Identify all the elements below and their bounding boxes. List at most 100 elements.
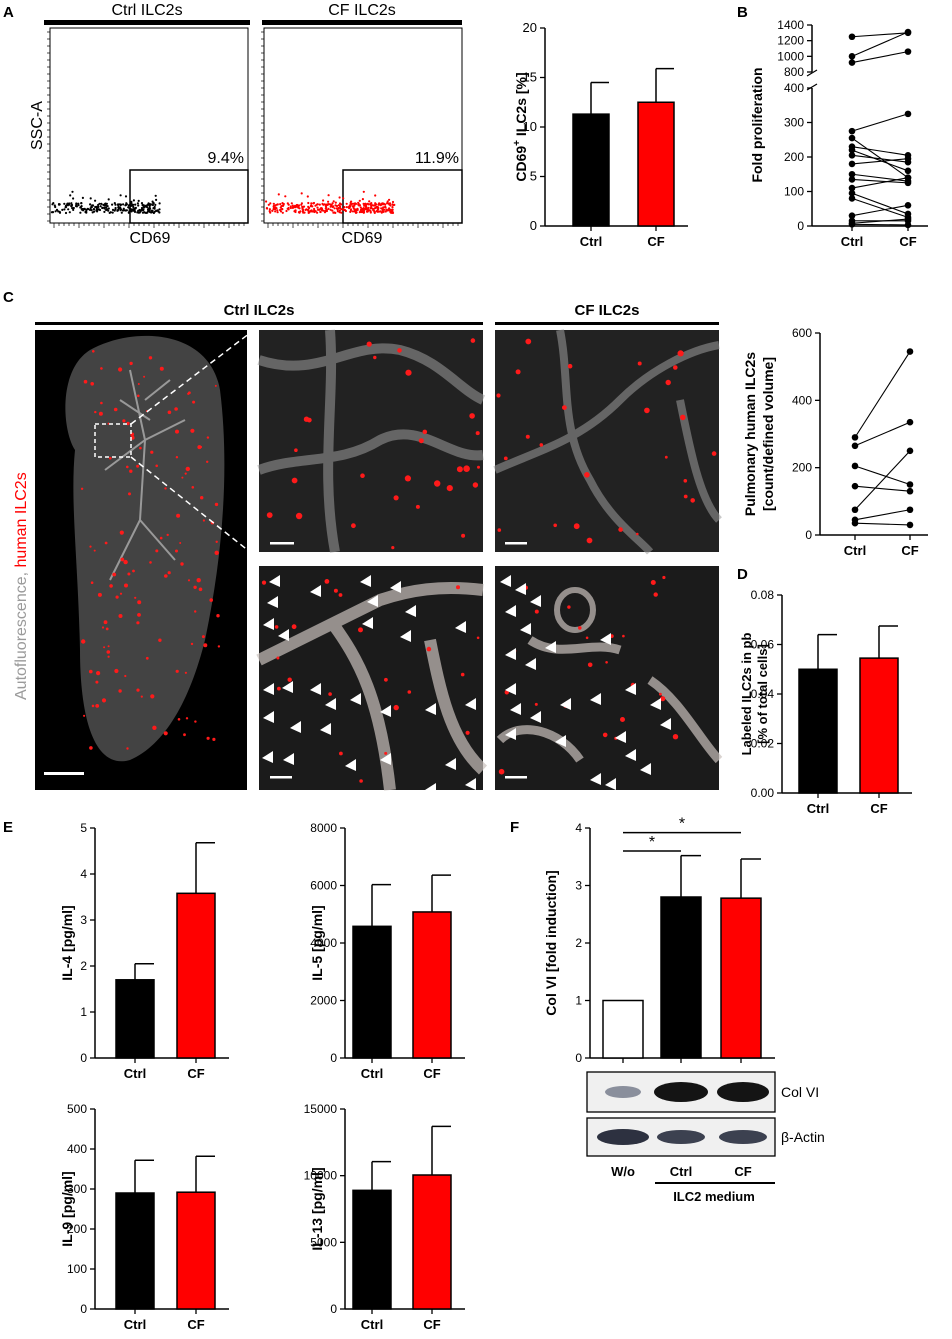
point-ctrl: [848, 212, 856, 219]
event-dot: [80, 202, 83, 205]
event-dot: [103, 210, 106, 213]
x-tick-label: Ctrl: [807, 801, 829, 816]
ilc2-dot: [159, 536, 163, 540]
bar: [859, 657, 899, 794]
arrowhead: [455, 621, 466, 633]
event-dot: [388, 198, 391, 201]
ilc2-dot: [683, 479, 688, 483]
event-dot: [134, 203, 137, 206]
flow-ylabel: SSC-A: [29, 101, 46, 150]
ilc2-dot: [672, 734, 679, 740]
event-dot: [265, 200, 268, 203]
imaging-side-label-gray: Autofluorescence,: [13, 567, 30, 700]
ilc2-dot: [573, 523, 580, 530]
pair-line: [851, 197, 909, 218]
y-tick-label: 0.02: [751, 737, 775, 751]
event-dot: [384, 203, 387, 206]
pair-line: [851, 177, 909, 189]
event-dot: [85, 211, 88, 214]
bar: [412, 911, 452, 1059]
point-ctrl: [851, 442, 859, 450]
event-dot: [81, 196, 84, 199]
y-tick-label: 0: [575, 1051, 582, 1065]
event-dot: [362, 209, 366, 212]
y-tick-label: 0: [80, 1051, 87, 1065]
ilc2-dot: [397, 348, 402, 353]
event-dot: [57, 210, 60, 213]
point-ctrl: [848, 33, 856, 41]
imaging-cf-title: CF ILC2s: [574, 302, 639, 319]
event-dot: [334, 204, 337, 207]
event-dot: [141, 211, 145, 214]
ilc2-dot: [191, 486, 195, 489]
flow-cf-title: CF ILC2s: [328, 2, 396, 19]
ilc2-dot: [105, 627, 109, 631]
event-dot: [276, 203, 279, 206]
event-dot: [156, 209, 159, 212]
ilc2-dot: [119, 592, 123, 595]
event-dot: [68, 211, 71, 214]
ilc2-dot: [472, 482, 479, 488]
bar: [115, 979, 155, 1059]
ilc2-dot: [140, 695, 143, 698]
event-dot: [107, 198, 110, 201]
event-dot: [366, 202, 369, 205]
event-dot: [390, 210, 393, 213]
event-dot: [340, 211, 343, 214]
event-dot: [370, 205, 373, 209]
pair-line: [854, 465, 911, 486]
event-dot: [54, 210, 57, 213]
arrowhead: [505, 683, 516, 695]
point-cf: [904, 179, 912, 187]
event-dot: [127, 211, 130, 214]
event-dot: [282, 204, 285, 207]
ilc2-dot: [366, 341, 372, 347]
ilc2-dot: [360, 473, 365, 479]
event-dot: [327, 207, 330, 210]
flow-cf-gate-percent: 11.9%: [415, 150, 459, 167]
event-dot: [61, 208, 64, 211]
event-dot: [121, 209, 125, 212]
ilc2-dot: [177, 718, 181, 721]
ilc2-dot: [136, 464, 140, 468]
event-dot: [374, 204, 377, 207]
y-tick-label: 1: [80, 1005, 87, 1019]
ilc2-dot: [187, 579, 191, 582]
arrowhead: [660, 718, 671, 730]
event-dot: [301, 206, 304, 209]
event-dot: [376, 208, 379, 212]
ilc2-dot: [463, 465, 470, 473]
event-dot: [117, 203, 120, 206]
ilc2-dot: [91, 704, 95, 708]
event-dot: [327, 194, 330, 197]
micrograph-cf-segmented: [495, 566, 723, 790]
arrowhead: [500, 575, 511, 587]
event-dot: [324, 205, 327, 208]
event-dot: [384, 210, 387, 213]
event-dot: [140, 206, 144, 210]
y-axis-label: IL-5 [pg/ml]: [309, 905, 325, 980]
event-dot: [318, 208, 321, 211]
event-dot: [150, 211, 153, 214]
chart-pulmonary-ilc2: 0 200 400 600 Pulmonary human ILC2s [count/de…: [742, 326, 928, 558]
event-dot: [111, 208, 115, 211]
event-dot: [51, 203, 54, 206]
y-tick-label: 0: [530, 218, 537, 233]
event-dot: [64, 211, 68, 215]
y-tick-label: 1: [575, 994, 582, 1008]
event-dot: [151, 200, 154, 203]
ilc2-dot: [503, 456, 508, 461]
ilc2-dot: [83, 714, 86, 717]
ilc2-dot: [164, 574, 168, 578]
point-cf: [904, 167, 912, 175]
event-dot: [386, 209, 389, 212]
event-dot: [347, 205, 351, 208]
ilc2-dot: [100, 367, 103, 370]
event-dot: [316, 206, 319, 209]
event-dot: [331, 205, 334, 209]
x-tick-label: CF: [901, 543, 918, 558]
ilc2-dot: [405, 369, 412, 376]
pair-line: [851, 154, 909, 163]
ilc2-dot: [98, 411, 103, 416]
ilc2-dot: [104, 541, 108, 545]
